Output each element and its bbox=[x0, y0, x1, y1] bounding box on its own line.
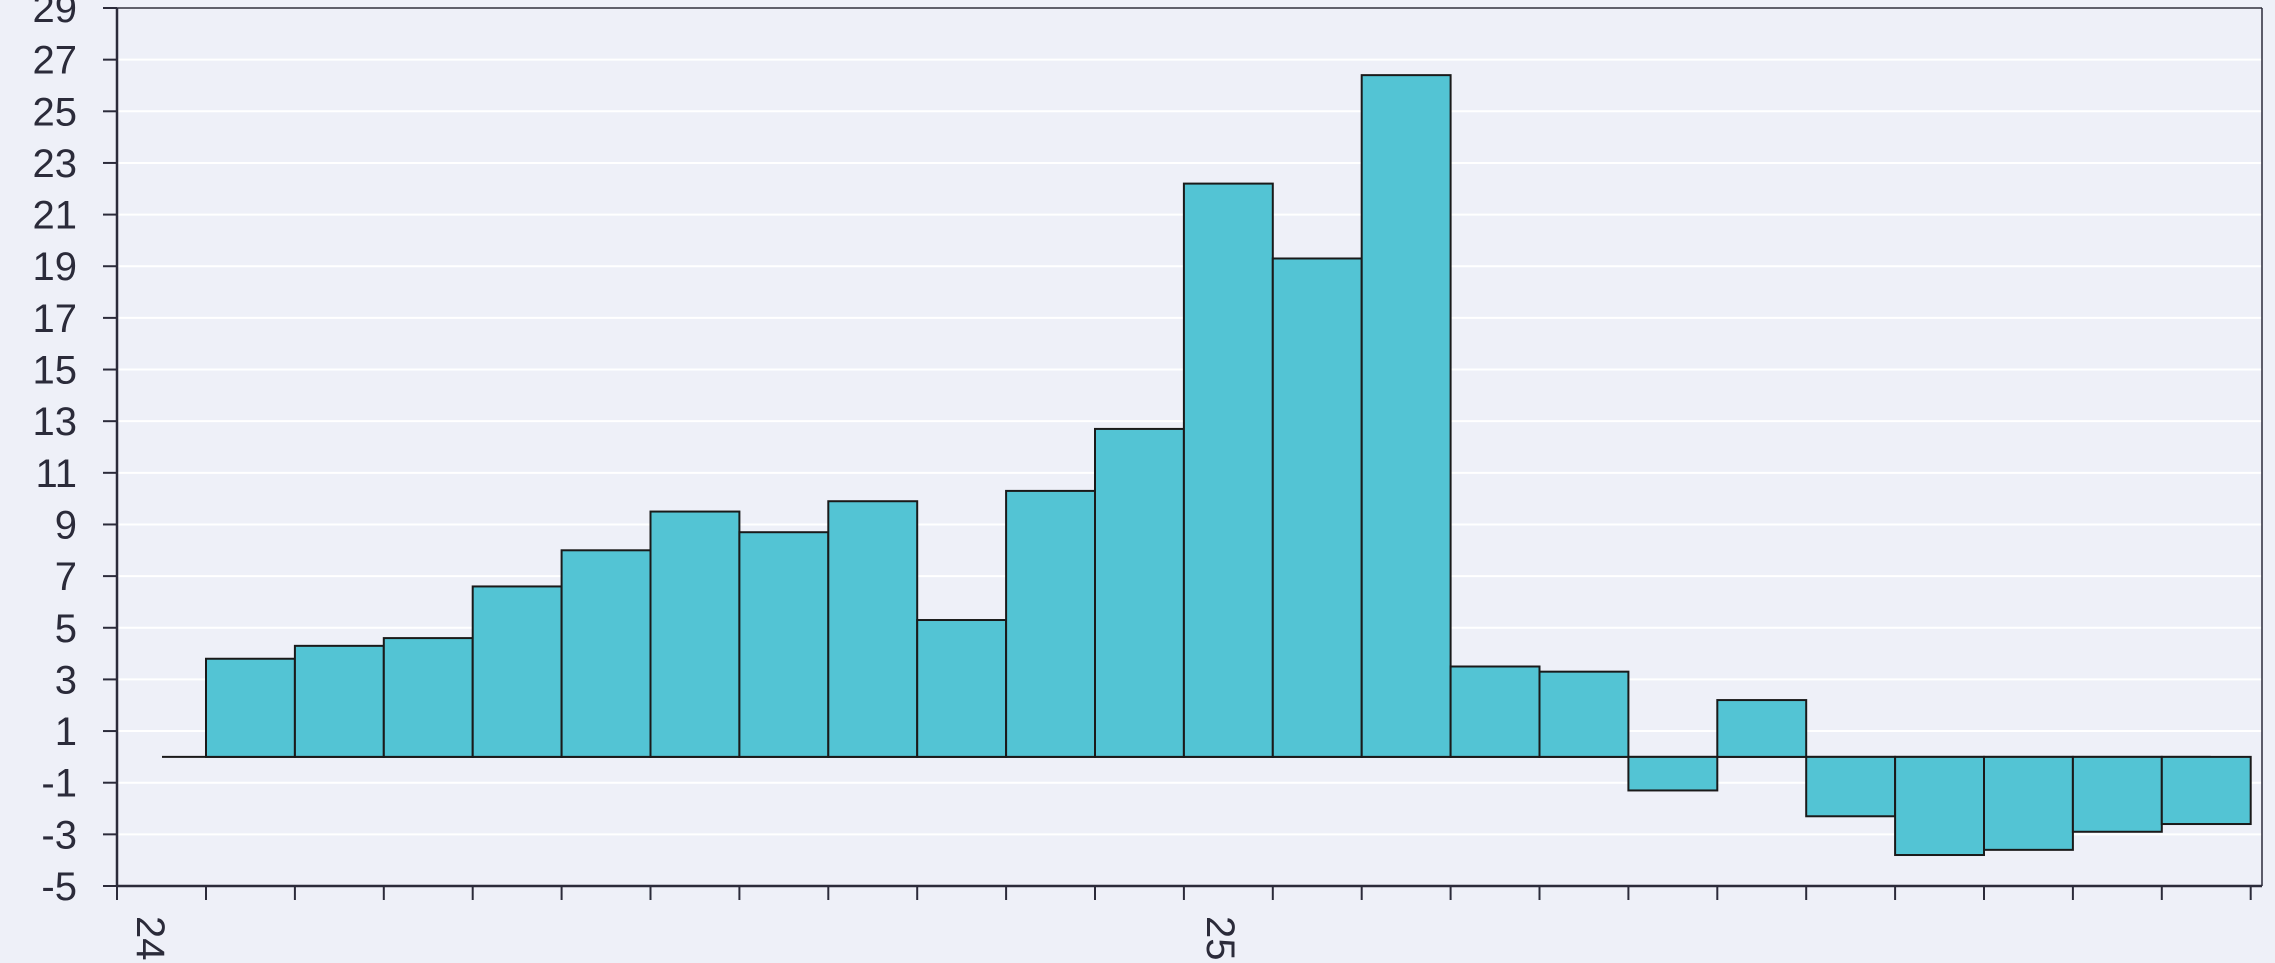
bar bbox=[1983, 755, 2074, 851]
x-tick-label: 24 bbox=[128, 916, 172, 961]
bar bbox=[649, 510, 741, 758]
bar bbox=[1894, 755, 1985, 857]
y-tick-label: 15 bbox=[33, 349, 78, 393]
bar bbox=[1094, 427, 1185, 758]
y-tick-label: -1 bbox=[41, 762, 77, 806]
y-tick-label: 9 bbox=[55, 503, 77, 547]
bar bbox=[2160, 755, 2252, 826]
bar bbox=[382, 637, 474, 758]
x-tick-label: 25 bbox=[1198, 916, 1242, 961]
y-tick-label: 3 bbox=[55, 658, 77, 702]
y-tick-label: 27 bbox=[33, 39, 78, 83]
bar bbox=[560, 549, 652, 758]
y-tick-label: 29 bbox=[33, 0, 78, 31]
y-tick-label: 17 bbox=[33, 297, 78, 341]
bar bbox=[1627, 755, 1719, 792]
bar bbox=[916, 619, 1008, 758]
y-tick-label: 23 bbox=[33, 142, 78, 186]
bar bbox=[1182, 182, 1274, 758]
y-tick-label: -3 bbox=[41, 813, 77, 857]
y-tick-label: -5 bbox=[41, 865, 77, 909]
y-tick-label: 25 bbox=[33, 90, 78, 134]
bar bbox=[2071, 755, 2163, 833]
bar bbox=[738, 531, 830, 758]
y-tick-label: 21 bbox=[33, 194, 78, 238]
y-tick-label: 19 bbox=[33, 245, 78, 289]
bar bbox=[827, 500, 919, 758]
bar bbox=[205, 657, 296, 758]
y-tick-label: 11 bbox=[35, 452, 77, 496]
y-tick-label: 13 bbox=[33, 400, 78, 444]
bar bbox=[1538, 670, 1630, 758]
bar bbox=[1005, 489, 1096, 758]
bar bbox=[293, 644, 385, 758]
bar bbox=[1360, 74, 1452, 758]
y-tick-label: 5 bbox=[55, 607, 77, 651]
bar bbox=[1716, 699, 1808, 758]
bar bbox=[1805, 755, 1897, 818]
bar bbox=[1449, 665, 1541, 758]
y-tick-label: 7 bbox=[55, 555, 77, 599]
bar bbox=[1271, 257, 1363, 758]
bar bbox=[471, 585, 563, 758]
y-tick-label: 1 bbox=[55, 710, 77, 754]
